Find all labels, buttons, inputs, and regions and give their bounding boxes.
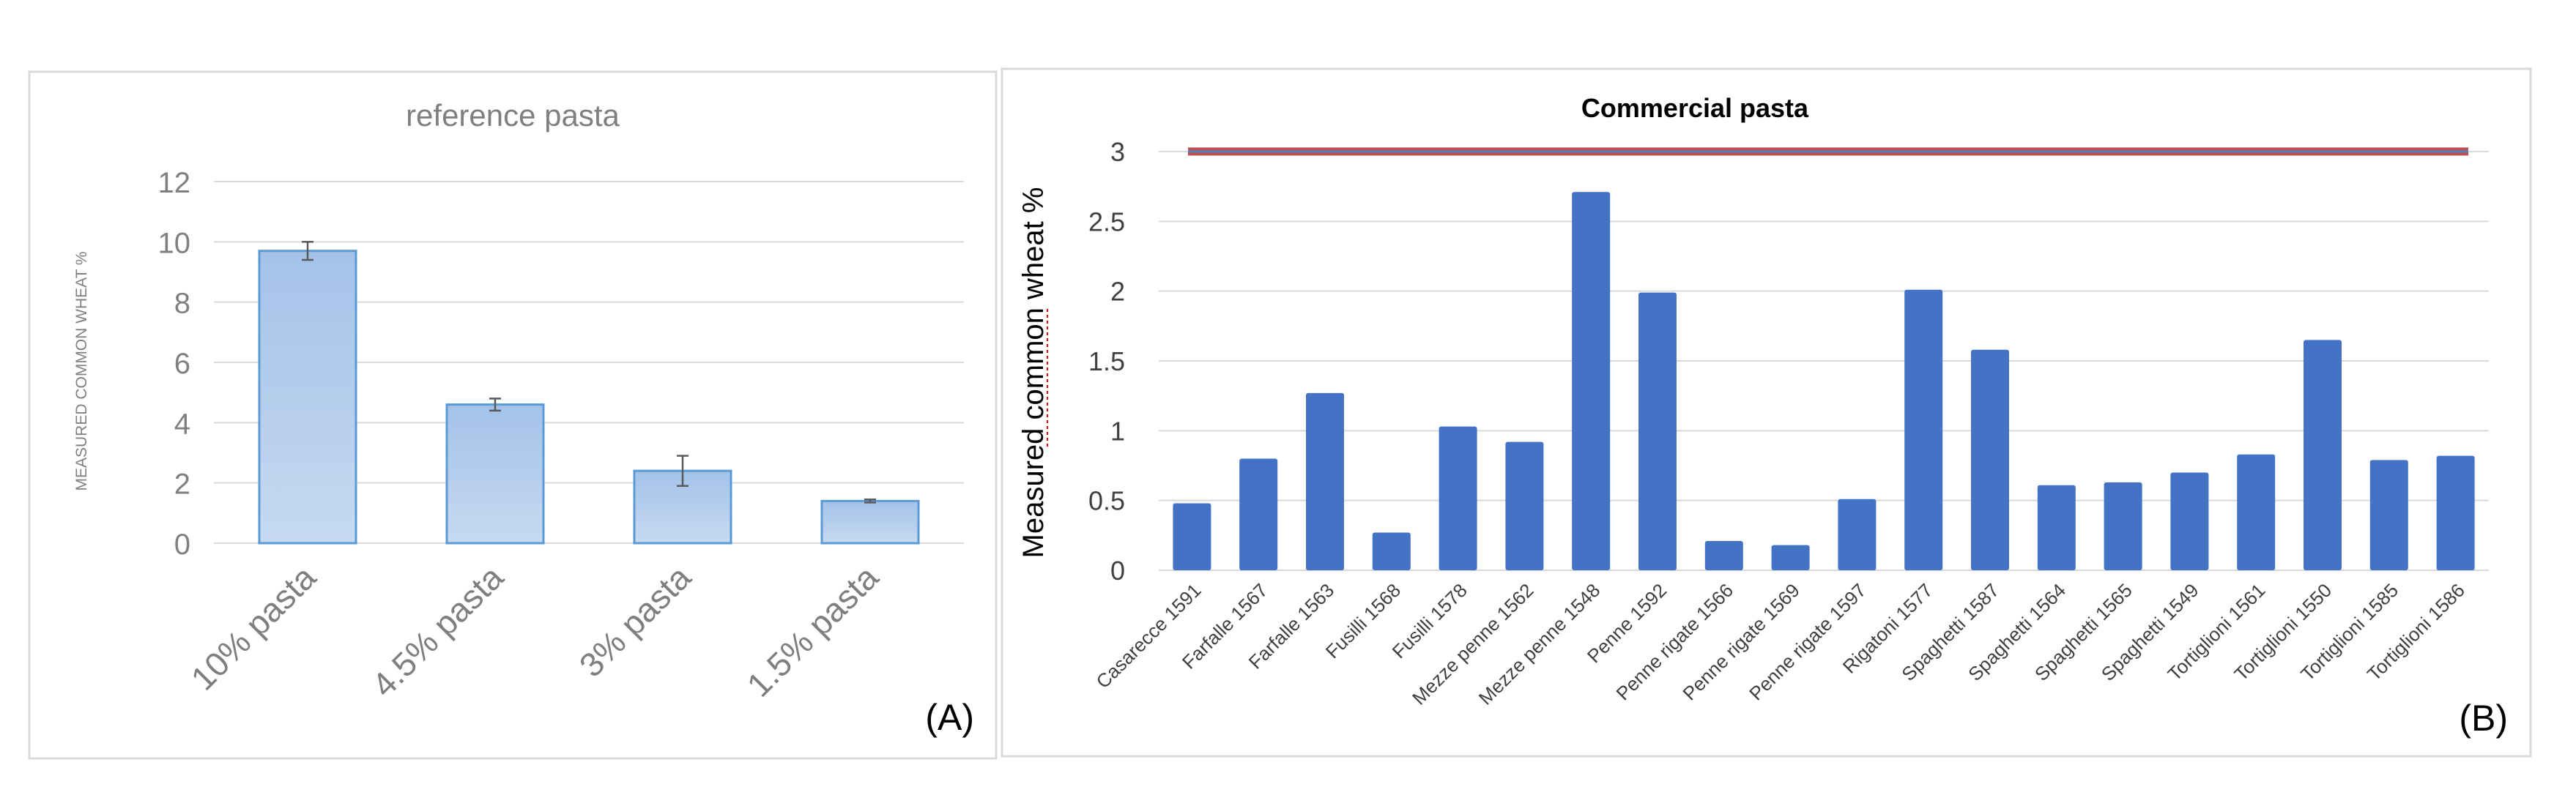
panel-a-y-tick-label: 12 — [158, 167, 191, 199]
panel-a-label: (A) — [925, 697, 974, 738]
panel-a-title: reference pasta — [406, 98, 620, 133]
panel-b-y-tick-label: 0 — [1110, 556, 1125, 586]
panel-b-bar — [1904, 289, 1943, 570]
panel-b-bar — [1572, 192, 1611, 570]
panel-a-y-tick-label: 8 — [174, 288, 190, 320]
panel-a-y-axis-label: MEASURED COMMON WHEAT % — [73, 251, 90, 490]
panel-b-y-tick-label: 2.5 — [1088, 206, 1125, 236]
panel-a-y-tick-labels: 0 2 4 6 8 10 12 — [158, 167, 191, 561]
panel-b-bar — [2436, 455, 2475, 570]
panel-b-bar — [1771, 545, 1810, 570]
panel-b-title: Commercial pasta — [1581, 93, 1809, 123]
panel-a-bars — [258, 250, 920, 545]
panel-b-bar — [2237, 454, 2276, 570]
panel-a-bar — [445, 403, 545, 545]
panel-b-bar — [2369, 460, 2408, 570]
panel-b-bar — [1439, 426, 1477, 570]
panel-b-y-axis-label: Measured common wheat % — [1017, 187, 1050, 559]
panel-b-bar — [1306, 392, 1344, 570]
panel-a-y-tick-label: 6 — [174, 348, 190, 380]
panel-b-bar — [2037, 485, 2076, 570]
panel-b-y-tick-label: 0.5 — [1088, 486, 1125, 516]
panel-b-bar — [1173, 503, 1211, 570]
panel-b-bar — [1372, 532, 1411, 570]
panel-a-y-tick-label: 10 — [158, 227, 191, 259]
panel-a-error-bars — [302, 241, 876, 504]
panel-a-y-tick-label: 0 — [174, 529, 190, 561]
panel-b-y-tick-labels: 0 0.5 1 1.5 2 2.5 3 — [1088, 137, 1125, 586]
panel-a-y-tick-label: 4 — [174, 408, 190, 440]
panel-b-bar — [2104, 482, 2142, 570]
panel-b-y-tick-label: 2 — [1110, 277, 1125, 307]
panel-b-bar — [2304, 340, 2342, 570]
panel-b-bar — [1505, 441, 1544, 570]
panel-a-bar — [820, 499, 920, 545]
panel-b-bar — [2170, 472, 2209, 570]
panel-b-y-tick-label: 1 — [1110, 416, 1125, 446]
panel-a-bar — [258, 250, 357, 545]
panel-b-y-tick-label: 1.5 — [1088, 346, 1125, 376]
panel-b-bar — [1239, 458, 1278, 570]
panel-b-label: (B) — [2459, 698, 2508, 739]
panel-a-y-tick-label: 2 — [174, 469, 190, 501]
panel-b-y-tick-label: 3 — [1110, 137, 1125, 167]
panel-b-chart: Commercial pasta 00.511.522.53 Casarecce… — [1001, 67, 2532, 758]
panel-b-bar — [1971, 349, 2009, 570]
panel-b-frame — [1001, 67, 2532, 758]
panel-b-bar — [1638, 292, 1677, 570]
panel-b-bar — [1838, 499, 1877, 570]
panel-b-bars — [1173, 192, 2475, 570]
panel-b-bar — [1704, 540, 1743, 570]
